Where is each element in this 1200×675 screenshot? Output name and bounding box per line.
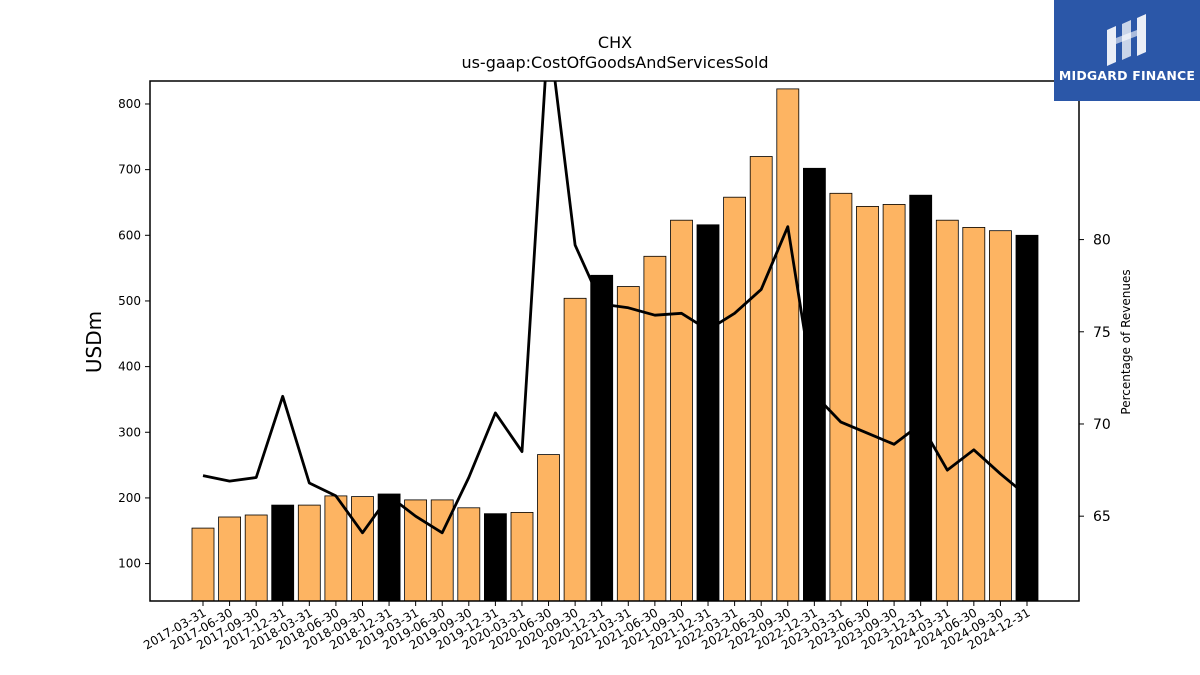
bar [882,203,906,602]
bar [351,496,374,602]
y-axis-left: 100 200 300 400 500 600 700 800 [118,97,150,571]
bar [776,88,800,602]
series-line [202,81,1028,535]
bar [909,194,933,602]
chart-subtitle: us-gaap:CostOfGoodsAndServicesSold [461,53,768,72]
x-axis: 2017-03-312017-06-302017-09-302017-12-31… [141,601,1033,652]
bar [244,514,268,602]
bar [590,274,614,602]
bar [696,224,720,602]
bar [643,255,667,602]
y-tick-label: 300 [118,425,141,439]
bar [616,286,640,602]
logo-name: MIDGARD FINANCE [1058,68,1196,83]
y-tick-label: 400 [118,360,141,374]
y-tick-label: 500 [118,294,141,308]
y-axis-right: 65 70 75 80 [1079,233,1111,525]
y2-tick-label: 70 [1093,417,1111,433]
bar [271,504,295,602]
bar [935,219,959,602]
y-tick-label: 200 [118,491,141,505]
bar [563,297,587,602]
bar [1015,234,1039,602]
logo: MIDGARD FINANCE [1054,0,1200,101]
bar [377,493,401,602]
bar [218,516,242,602]
y-axis-label: USDm [82,311,106,373]
y2-axis-label: Percentage of Revenues [1119,269,1133,414]
y2-tick-label: 65 [1093,509,1111,525]
y-tick-label: 800 [118,97,141,111]
bar [537,454,560,602]
bar [749,156,773,602]
bar [962,226,986,602]
y-tick-label: 600 [118,228,141,242]
bar [803,167,826,602]
bar [723,196,746,602]
bar [324,495,348,602]
y-tick-label: 100 [118,557,141,571]
logo-mark-icon [1107,14,1146,66]
bar [989,230,1012,602]
plot-frame [149,80,1080,602]
bar [297,504,321,602]
chart-title: CHX [598,33,632,52]
y2-tick-label: 75 [1093,325,1111,341]
y-tick-label: 700 [118,163,141,177]
bars-layer [191,88,1039,602]
bar [191,527,215,602]
y2-tick-label: 80 [1093,233,1111,249]
bar [510,512,534,602]
bar [483,513,507,602]
bar [457,507,481,602]
bar [670,219,693,602]
bar [856,205,879,602]
bar [829,192,853,602]
line-layer [202,81,1028,535]
